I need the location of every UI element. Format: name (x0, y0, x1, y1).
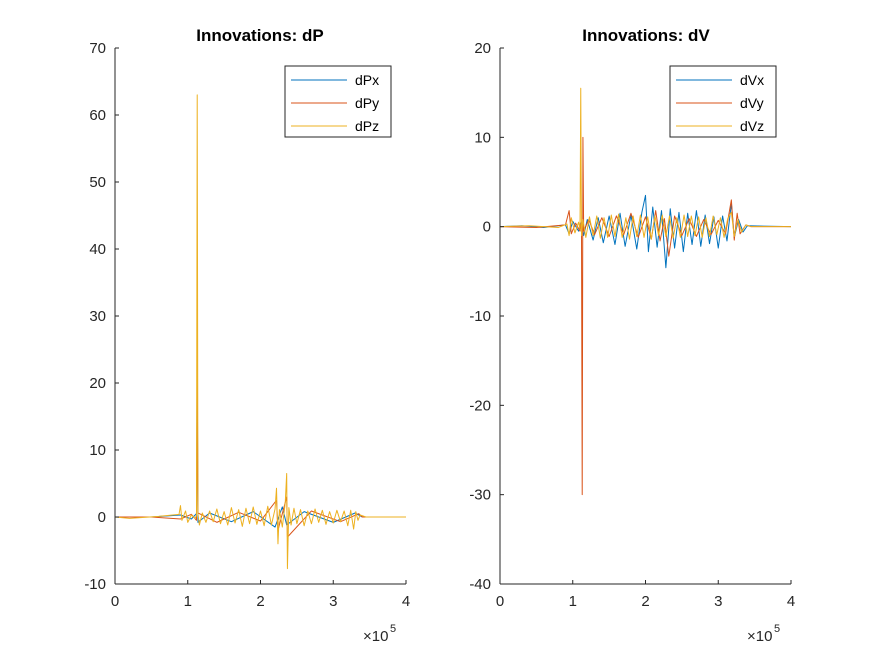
y-tick-label: -10 (84, 576, 106, 593)
legend-label-dvy: dVy (740, 95, 764, 111)
series-line-dpz (114, 94, 406, 570)
axes-dv-exponent-base: ×10 (747, 628, 772, 645)
y-tick-label: -10 (469, 308, 491, 325)
axes-dv-ticks: 0 1 2 3 4 -40 -30 -20 -10 0 10 20 (469, 40, 795, 610)
y-tick-label: 30 (89, 308, 106, 325)
x-tick-label: 2 (641, 593, 649, 610)
legend-label-dpx: dPx (355, 72, 379, 88)
y-tick-label: 40 (89, 241, 106, 258)
y-tick-label: 10 (89, 442, 106, 459)
x-tick-label: 0 (111, 593, 119, 610)
y-tick-label: -20 (469, 397, 491, 414)
axes-dp-ticks: 0 1 2 3 4 -10 0 10 20 30 40 50 60 70 (84, 40, 410, 610)
series-line-dvz (499, 87, 791, 240)
axes-dp-lines (114, 94, 406, 570)
x-tick-label: 1 (184, 593, 192, 610)
y-tick-label: 0 (483, 219, 491, 236)
x-tick-label: 0 (496, 593, 504, 610)
x-tick-label: 3 (329, 593, 337, 610)
axes-dp-legend: dPx dPy dPz (284, 65, 392, 138)
legend-label-dvz: dVz (740, 118, 764, 134)
axes-dp-title: Innovations: dP (196, 26, 324, 45)
legend-label-dpz: dPz (355, 118, 379, 134)
legend-label-dpy: dPy (355, 95, 379, 111)
x-tick-label: 1 (569, 593, 577, 610)
legend-entries: dPx dPy dPz (291, 72, 379, 134)
y-tick-label: 20 (89, 375, 106, 392)
axes-dp-exponent-power: 5 (390, 623, 396, 635)
y-tick-label: 50 (89, 174, 106, 191)
legend-box (669, 65, 777, 138)
axes-dv-legend: dVx dVy dVz (669, 65, 777, 138)
axes-dv-exponent: ×10 5 (747, 623, 780, 645)
axes-dp-exponent: ×10 5 (363, 623, 396, 645)
x-tick-label: 4 (402, 593, 410, 610)
x-tick-label: 4 (787, 593, 795, 610)
legend-label-dvx: dVx (740, 72, 764, 88)
axes-dv-exponent-power: 5 (774, 623, 780, 635)
axes-dv: 0 1 2 3 4 -40 -30 -20 -10 0 10 20 Innovations: dV ×… (469, 26, 795, 645)
y-tick-label: 10 (474, 129, 491, 146)
y-tick-label: -30 (469, 487, 491, 504)
y-tick-label: 0 (98, 509, 106, 526)
y-tick-label: 20 (474, 40, 491, 57)
axes-dv-title: Innovations: dV (582, 26, 710, 45)
y-tick-label: 70 (89, 40, 106, 57)
x-tick-label: 3 (714, 593, 722, 610)
axes-dp-exponent-base: ×10 (363, 628, 388, 645)
legend-entries: dVx dVy dVz (676, 72, 764, 134)
legend-box (284, 65, 392, 138)
x-tick-label: 2 (256, 593, 264, 610)
y-tick-label: -40 (469, 576, 491, 593)
axes-dv-lines (499, 87, 792, 496)
y-tick-label: 60 (89, 107, 106, 124)
